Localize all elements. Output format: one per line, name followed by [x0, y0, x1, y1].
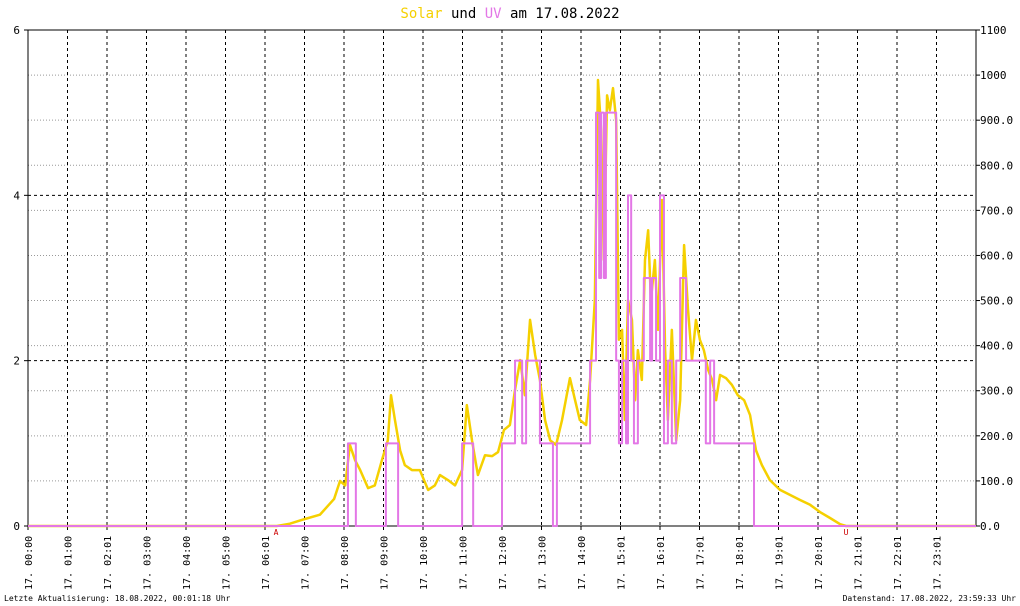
x-tick-label: 17. 03:00	[143, 536, 154, 590]
x-tick-label: 17. 17:01	[696, 536, 707, 590]
x-tick-label: 17. 15:01	[617, 536, 628, 590]
title-date: am 17.08.2022	[510, 6, 620, 22]
y-tick-label: 4	[13, 189, 20, 202]
x-tick-label: 17. 00:00	[24, 536, 35, 590]
title-solar: Solar	[400, 6, 442, 22]
x-tick-label: 17. 19:01	[775, 536, 786, 590]
x-tick-label: 17. 22:01	[893, 536, 904, 590]
x-tick-label: 17. 12:00	[498, 536, 509, 590]
x-tick-label: 17. 09:00	[380, 536, 391, 590]
y2-tick-label: 0.0	[980, 520, 1000, 533]
x-tick-label: 17. 16:01	[656, 536, 667, 590]
y2-tick-label: 1100	[980, 24, 1007, 37]
x-tick-label: 17. 21:01	[854, 536, 865, 590]
footer-left: Letzte Aktualisierung: 18.08.2022, 00:01…	[4, 594, 231, 603]
footer-right: Datenstand: 17.08.2022, 23:59:33 Uhr	[843, 594, 1017, 603]
chart-title: Solar und UV am 17.08.2022	[400, 6, 619, 22]
y-tick-label: 6	[13, 24, 20, 37]
y-tick-label: 0	[13, 520, 20, 533]
x-tick-label: 17. 11:00	[459, 536, 470, 590]
x-tick-label: 17. 06:01	[261, 536, 272, 590]
title-uv: UV	[485, 6, 502, 22]
x-tick-label: 17. 02:01	[103, 536, 114, 590]
x-tick-label: 17. 10:00	[419, 536, 430, 590]
x-tick-label: 17. 14:00	[577, 536, 588, 590]
title-connector: und	[451, 6, 476, 22]
y2-tick-label: 700.0	[980, 204, 1013, 217]
series-line	[28, 78, 976, 528]
y2-tick-label: 300.0	[980, 385, 1013, 398]
x-tick-label: 17. 07:00	[301, 536, 312, 590]
y2-tick-label: 900.0	[980, 114, 1013, 127]
x-tick-label: 17. 18:01	[735, 536, 746, 590]
x-tick-label: 17. 23:01	[933, 536, 944, 590]
x-tick-label: 17. 08:00	[340, 536, 351, 590]
y2-tick-label: 100.0	[980, 475, 1013, 488]
x-tick-label: 17. 01:00	[64, 536, 75, 590]
y2-tick-label: 600.0	[980, 249, 1013, 262]
x-tick-label: 17. 05:00	[222, 536, 233, 590]
y2-tick-label: 200.0	[980, 430, 1013, 443]
x-tick-label: 17. 20:01	[814, 536, 825, 590]
y2-tick-label: 500.0	[980, 295, 1013, 308]
x-tick-label: 17. 13:00	[538, 536, 549, 590]
annotation: A	[274, 528, 279, 537]
y2-tick-label: 1000	[980, 69, 1007, 82]
y-tick-label: 2	[13, 355, 20, 368]
y2-tick-label: 400.0	[980, 340, 1013, 353]
annotation: U	[844, 528, 849, 537]
y2-tick-label: 800.0	[980, 159, 1013, 172]
series-line	[28, 111, 976, 527]
x-tick-label: 17. 04:00	[182, 536, 193, 590]
